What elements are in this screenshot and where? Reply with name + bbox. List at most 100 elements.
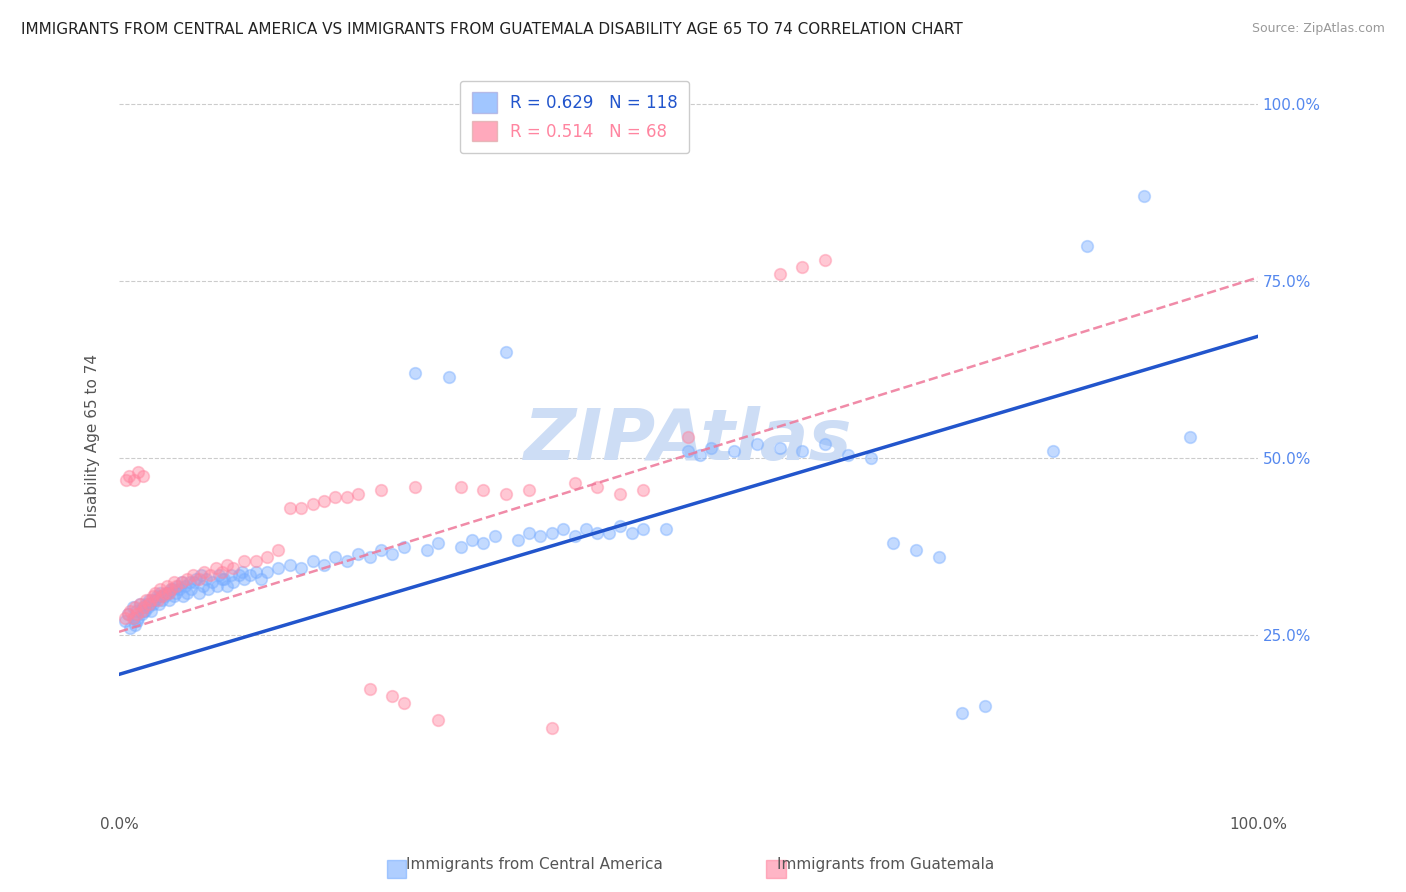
Point	[150, 593, 173, 607]
Point	[190, 568, 212, 582]
Point	[205, 579, 228, 593]
Point	[160, 582, 183, 597]
Point	[153, 586, 176, 600]
Point	[169, 582, 191, 597]
Point	[517, 525, 540, 540]
Point	[450, 480, 472, 494]
Point	[370, 483, 392, 497]
Point	[325, 550, 347, 565]
Point	[222, 561, 245, 575]
Point	[217, 579, 239, 593]
Point	[689, 448, 711, 462]
Point	[193, 565, 215, 579]
Point	[404, 480, 426, 494]
Point	[609, 486, 631, 500]
Point	[472, 536, 495, 550]
Point	[239, 568, 262, 582]
Point	[198, 568, 221, 582]
Point	[124, 600, 146, 615]
Point	[142, 590, 165, 604]
Point	[495, 345, 517, 359]
Point	[290, 561, 312, 575]
Point	[181, 568, 204, 582]
Point	[148, 597, 170, 611]
Point	[176, 572, 198, 586]
Point	[118, 469, 141, 483]
Point	[121, 600, 143, 615]
Point	[117, 607, 139, 621]
Point	[124, 617, 146, 632]
Point	[325, 490, 347, 504]
Point	[370, 543, 392, 558]
Point	[125, 604, 148, 618]
Point	[211, 565, 233, 579]
Point	[256, 565, 278, 579]
Point	[231, 565, 253, 579]
Point	[183, 575, 205, 590]
Point	[156, 579, 179, 593]
Point	[127, 466, 149, 480]
Point	[228, 568, 250, 582]
Text: Immigrants from Central America: Immigrants from Central America	[406, 857, 662, 872]
Point	[598, 525, 620, 540]
Point	[165, 579, 187, 593]
Point	[312, 493, 335, 508]
Point	[586, 525, 609, 540]
Point	[134, 604, 156, 618]
Point	[127, 607, 149, 621]
Point	[290, 500, 312, 515]
Point	[194, 572, 217, 586]
Point	[146, 593, 169, 607]
Point	[905, 543, 928, 558]
Point	[1076, 238, 1098, 252]
Point	[176, 586, 198, 600]
Point	[219, 568, 242, 582]
Point	[180, 582, 202, 597]
Point	[143, 593, 166, 607]
Point	[211, 572, 233, 586]
Point	[620, 525, 643, 540]
Point	[404, 366, 426, 380]
Point	[187, 572, 209, 586]
Point	[517, 483, 540, 497]
Point	[138, 593, 160, 607]
Point	[792, 444, 814, 458]
Point	[301, 554, 323, 568]
Point	[575, 522, 598, 536]
Point	[157, 586, 180, 600]
Point	[586, 480, 609, 494]
Point	[301, 497, 323, 511]
Point	[122, 610, 145, 624]
Point	[145, 590, 167, 604]
Point	[222, 575, 245, 590]
Point	[450, 540, 472, 554]
Point	[461, 533, 484, 547]
Point	[197, 582, 219, 597]
Point	[135, 597, 157, 611]
Point	[193, 579, 215, 593]
Point	[654, 522, 676, 536]
Point	[768, 267, 790, 281]
Point	[245, 554, 267, 568]
Point	[347, 486, 370, 500]
Point	[138, 597, 160, 611]
Point	[426, 714, 449, 728]
Text: Immigrants from Guatemala: Immigrants from Guatemala	[778, 857, 994, 872]
Point	[814, 252, 837, 267]
Point	[1042, 444, 1064, 458]
Point	[149, 582, 172, 597]
Point	[121, 610, 143, 624]
Text: IMMIGRANTS FROM CENTRAL AMERICA VS IMMIGRANTS FROM GUATEMALA DISABILITY AGE 65 T: IMMIGRANTS FROM CENTRAL AMERICA VS IMMIG…	[21, 22, 963, 37]
Point	[859, 451, 882, 466]
Point	[132, 604, 155, 618]
Point	[564, 529, 586, 543]
Point	[115, 473, 138, 487]
Point	[150, 590, 173, 604]
Point	[187, 586, 209, 600]
Point	[553, 522, 575, 536]
Point	[174, 579, 197, 593]
Point	[267, 543, 290, 558]
Point	[928, 550, 950, 565]
Point	[136, 600, 159, 615]
Point	[1178, 430, 1201, 444]
